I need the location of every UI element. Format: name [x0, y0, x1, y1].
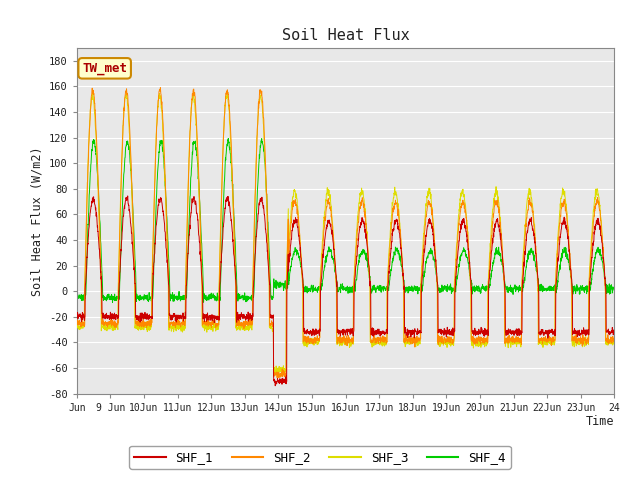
SHF_1	[378, 328, 386, 334]
SHF_1	[124, 193, 132, 199]
SHF_2	[611, 334, 618, 340]
SHF_3	[89, 88, 97, 94]
SHF_2	[273, 375, 281, 381]
SHF_4	[538, 286, 546, 291]
SHF_2	[508, 334, 516, 340]
SHF_1	[611, 329, 618, 335]
Line: SHF_2: SHF_2	[77, 88, 614, 378]
SHF_4	[127, 168, 134, 173]
SHF_1	[538, 330, 546, 336]
SHF_2	[157, 85, 164, 91]
SHF_3	[508, 340, 516, 346]
Line: SHF_3: SHF_3	[77, 91, 614, 376]
SHF_4	[604, 282, 611, 288]
SHF_3	[275, 373, 283, 379]
SHF_3	[604, 342, 611, 348]
SHF_2	[243, 322, 251, 327]
SHF_2	[73, 319, 81, 325]
SHF_3	[378, 339, 386, 345]
Y-axis label: Soil Heat Flux (W/m2): Soil Heat Flux (W/m2)	[31, 146, 44, 296]
SHF_4	[73, 295, 81, 301]
SHF_1	[508, 332, 516, 337]
SHF_2	[378, 335, 386, 341]
SHF_3	[73, 322, 81, 327]
SHF_4	[109, 300, 116, 305]
SHF_3	[538, 339, 546, 345]
SHF_4	[611, 288, 618, 294]
SHF_2	[538, 337, 546, 343]
SHF_4	[378, 284, 386, 290]
SHF_2	[604, 335, 611, 341]
SHF_3	[127, 164, 134, 170]
Line: SHF_1: SHF_1	[77, 196, 614, 386]
SHF_1	[604, 328, 611, 334]
SHF_3	[243, 327, 251, 333]
SHF_4	[508, 286, 516, 291]
Line: SHF_4: SHF_4	[77, 138, 614, 302]
SHF_1	[271, 383, 279, 389]
SHF_4	[243, 293, 251, 299]
SHF_1	[127, 221, 134, 227]
SHF_3	[611, 338, 618, 344]
Title: Soil Heat Flux: Soil Heat Flux	[282, 28, 410, 43]
SHF_1	[243, 312, 251, 318]
SHF_1	[73, 311, 81, 316]
SHF_4	[225, 135, 232, 141]
Legend: SHF_1, SHF_2, SHF_3, SHF_4: SHF_1, SHF_2, SHF_3, SHF_4	[129, 446, 511, 469]
Text: TW_met: TW_met	[82, 62, 127, 75]
X-axis label: Time: Time	[586, 415, 614, 429]
SHF_2	[127, 146, 134, 152]
